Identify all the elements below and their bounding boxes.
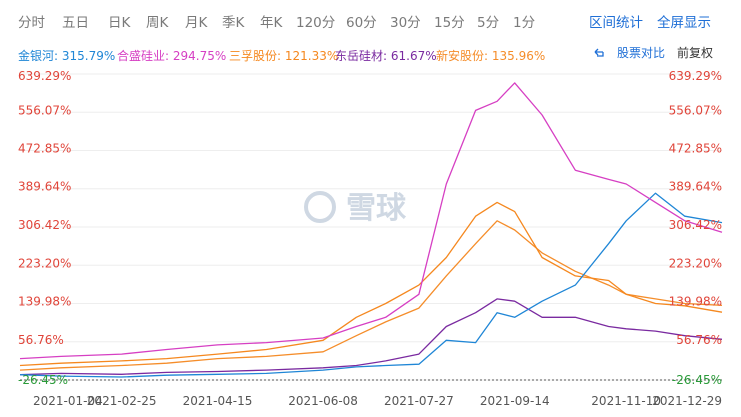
- y-tick-label-left: 56.76%: [18, 333, 64, 347]
- period-toolbar: 分时 五日 日K 周K 月K 季K 年K 120分 60分 30分 15分 5分…: [0, 0, 741, 40]
- x-tick-label: 2021-01-04: [33, 394, 103, 408]
- watermark-logo: 雪球: [304, 191, 407, 226]
- y-tick-label-right: 472.85%: [669, 142, 722, 156]
- watermark-text: 雪球: [346, 191, 407, 226]
- y-tick-label-left: 306.42%: [18, 218, 71, 232]
- series-line-1: [19, 82, 723, 360]
- y-tick-label-right: 139.98%: [669, 295, 722, 309]
- period-tab-intraday[interactable]: 分时: [18, 15, 45, 31]
- period-tab-15min[interactable]: 15分: [434, 15, 465, 31]
- y-tick-label-left: 223.20%: [18, 256, 71, 270]
- y-tick-label-right: -26.45%: [672, 373, 722, 387]
- series-line-4: [19, 220, 723, 371]
- legend-item-sanfu: 三孚股份: 121.33%: [229, 49, 339, 63]
- fullscreen-button[interactable]: 全屏显示: [657, 15, 711, 31]
- legend-item-hesheng: 合盛硅业: 294.75%: [117, 49, 227, 63]
- x-tick-label: 2021-09-14: [480, 394, 550, 408]
- y-tick-label-right: 56.76%: [676, 333, 722, 347]
- x-tick-label: 2021-04-15: [183, 394, 253, 408]
- y-tick-label-left: -26.45%: [18, 373, 68, 387]
- period-tab-60min[interactable]: 60分: [346, 15, 377, 31]
- y-tick-label-right: 389.64%: [669, 180, 722, 194]
- y-tick-label-left: 639.29%: [18, 69, 71, 83]
- period-tab-weekly[interactable]: 周K: [146, 15, 169, 31]
- interval-stats-button[interactable]: 区间统计: [589, 15, 643, 31]
- x-tick-label: 2021-12-29: [652, 394, 722, 408]
- series-line-3: [19, 298, 723, 376]
- series-legend: 金银河: 315.79% 合盛硅业: 294.75% 三孚股份: 121.33%…: [0, 44, 741, 64]
- price-adjust-select[interactable]: 前复权: [677, 46, 714, 60]
- undo-arrow-icon[interactable]: [593, 47, 605, 59]
- y-tick-label-right: 306.42%: [669, 218, 722, 232]
- y-tick-label-left: 139.98%: [18, 295, 71, 309]
- y-tick-label-left: 472.85%: [18, 142, 71, 156]
- legend-item-jinyinhe: 金银河: 315.79%: [18, 49, 116, 63]
- series-line-2: [19, 201, 723, 367]
- period-tab-120min[interactable]: 120分: [296, 15, 336, 31]
- comparison-line-chart: 雪球 639.29% 556.07% 472.85% 389.64% 306.42% 22…: [18, 69, 723, 408]
- x-tick-label: 2021-02-25: [87, 394, 157, 408]
- period-tab-monthly[interactable]: 月K: [185, 15, 208, 31]
- y-tick-label-left: 389.64%: [18, 180, 71, 194]
- y-tick-label-right: 639.29%: [669, 69, 722, 83]
- stock-compare-button[interactable]: 股票对比: [617, 46, 666, 60]
- period-tab-quarterly[interactable]: 季K: [222, 15, 245, 31]
- period-tab-30min[interactable]: 30分: [390, 15, 421, 31]
- y-tick-label-left: 556.07%: [18, 103, 71, 117]
- period-tab-daily[interactable]: 日K: [108, 15, 131, 31]
- legend-item-dongyue: 东岳硅材: 61.67%: [335, 49, 437, 63]
- series-line-0: [19, 192, 723, 378]
- period-tab-1min[interactable]: 1分: [513, 15, 536, 31]
- period-tab-five-day[interactable]: 五日: [62, 15, 89, 31]
- y-tick-label-right: 556.07%: [669, 103, 722, 117]
- period-tab-5min[interactable]: 5分: [477, 15, 500, 31]
- period-tab-yearly[interactable]: 年K: [260, 15, 283, 31]
- legend-item-xinan: 新安股份: 135.96%: [436, 49, 546, 63]
- x-tick-label: 2021-07-27: [384, 394, 454, 408]
- y-tick-label-right: 223.20%: [669, 256, 722, 270]
- x-tick-label: 2021-06-08: [288, 394, 358, 408]
- x-tick-label: 2021-11-10: [591, 394, 661, 408]
